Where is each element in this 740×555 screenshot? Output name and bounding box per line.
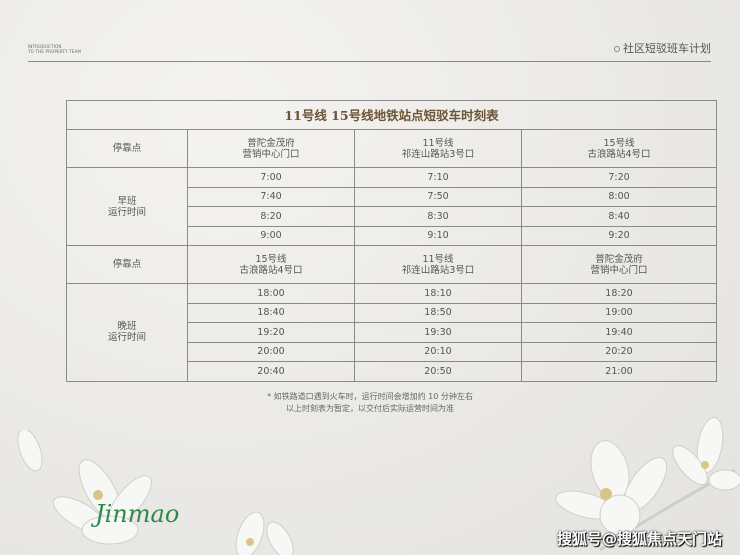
magnolia-right-decoration [555,416,740,552]
table-title: 11号线 15号线地铁站点短驳车时刻表 [66,100,717,130]
stop-cell: 15号线 古浪路站4号口 [521,129,717,168]
stop-cell: 11号线 祁连山路站3号口 [354,129,522,168]
time-cell: 19:00 [521,302,717,323]
time-cell: 20:20 [521,341,717,362]
footnote-line: * 如铁路道口遇到火车时，运行时间会增加约 10 分钟左右 [267,392,473,401]
table-row: 早班 运行时间 7:00 7:10 7:20 [66,167,717,246]
morning-label: 早班 运行时间 [66,167,188,246]
intro-line-2: TO THE PROPERTY TEAM [28,49,82,54]
time-cell: 20:40 [187,361,355,382]
time-cell: 18:20 [521,283,717,304]
section-title: 社区短驳班车计划 [614,40,711,56]
table-row: 20:00 20:10 20:20 [67,341,717,362]
time-cell: 18:00 [187,283,355,304]
table-row: 19:20 19:30 19:40 [67,322,717,343]
time-cell: 19:30 [354,322,522,343]
time-cell: 7:40 [187,186,355,207]
stop-cell: 普陀金茂府 营销中心门口 [187,129,355,168]
shuttle-timetable: 11号线 15号线地铁站点短驳车时刻表 停靠点 普陀金茂府 营销中心门口 11号线… [66,100,717,382]
table-row: 20:40 20:50 21:00 [67,361,717,382]
time-cell: 20:50 [354,361,522,382]
footnote: * 如铁路道口遇到火车时，运行时间会增加约 10 分钟左右 以上时刻表为暂定，以… [0,391,740,415]
time-cell: 7:20 [521,167,717,188]
intro-label: INTRODUCTION TO THE PROPERTY TEAM [28,44,81,54]
time-cell: 18:10 [354,283,522,304]
section-title-text: 社区短驳班车计划 [623,42,711,55]
time-cell: 9:10 [354,225,522,246]
time-cell: 19:20 [187,322,355,343]
time-cell: 7:50 [354,186,522,207]
time-cell: 9:20 [521,225,717,246]
time-cell: 18:40 [187,302,355,323]
time-cell: 8:00 [521,186,717,207]
time-cell: 8:40 [521,206,717,227]
time-cell: 8:30 [354,206,522,227]
time-cell: 20:10 [354,341,522,362]
stop-label: 停靠点 [66,129,188,168]
stop-cell: 11号线 祁连山路站3号口 [354,245,522,284]
morning-stops-row: 停靠点 普陀金茂府 营销中心门口 11号线 祁连山路站3号口 15号线 古浪路站4号口 [66,129,717,168]
table-row: 7:40 7:50 8:00 [67,186,717,207]
table-row: 晚班 运行时间 18:00 18:10 18:20 [66,283,717,382]
time-cell: 7:10 [354,167,522,188]
time-cell: 7:00 [187,167,355,188]
magnolia-left-decoration [17,430,294,555]
evening-label: 晚班 运行时间 [66,283,188,382]
header-divider [28,61,711,62]
time-cell: 18:50 [354,302,522,323]
circle-icon [614,46,620,52]
stop-cell: 普陀金茂府 营销中心门口 [521,245,717,284]
stop-label: 停靠点 [66,245,188,284]
time-cell: 8:20 [187,206,355,227]
jinmao-logo: Jinmao [95,500,180,528]
time-cell: 9:00 [187,225,355,246]
watermark: 搜狐号@搜狐焦点天门站 [556,530,722,548]
footnote-line: 以上时刻表为暂定，以交付后实际运营时间为准 [286,404,454,413]
evening-stops-row: 停靠点 15号线 古浪路站4号口 11号线 祁连山路站3号口 普陀金茂府 营销中心门口 [66,245,717,284]
time-cell: 19:40 [521,322,717,343]
time-cell: 21:00 [521,361,717,382]
time-cell: 20:00 [187,341,355,362]
stop-cell: 15号线 古浪路站4号口 [187,245,355,284]
intro-line-1: INTRODUCTION [28,44,62,49]
